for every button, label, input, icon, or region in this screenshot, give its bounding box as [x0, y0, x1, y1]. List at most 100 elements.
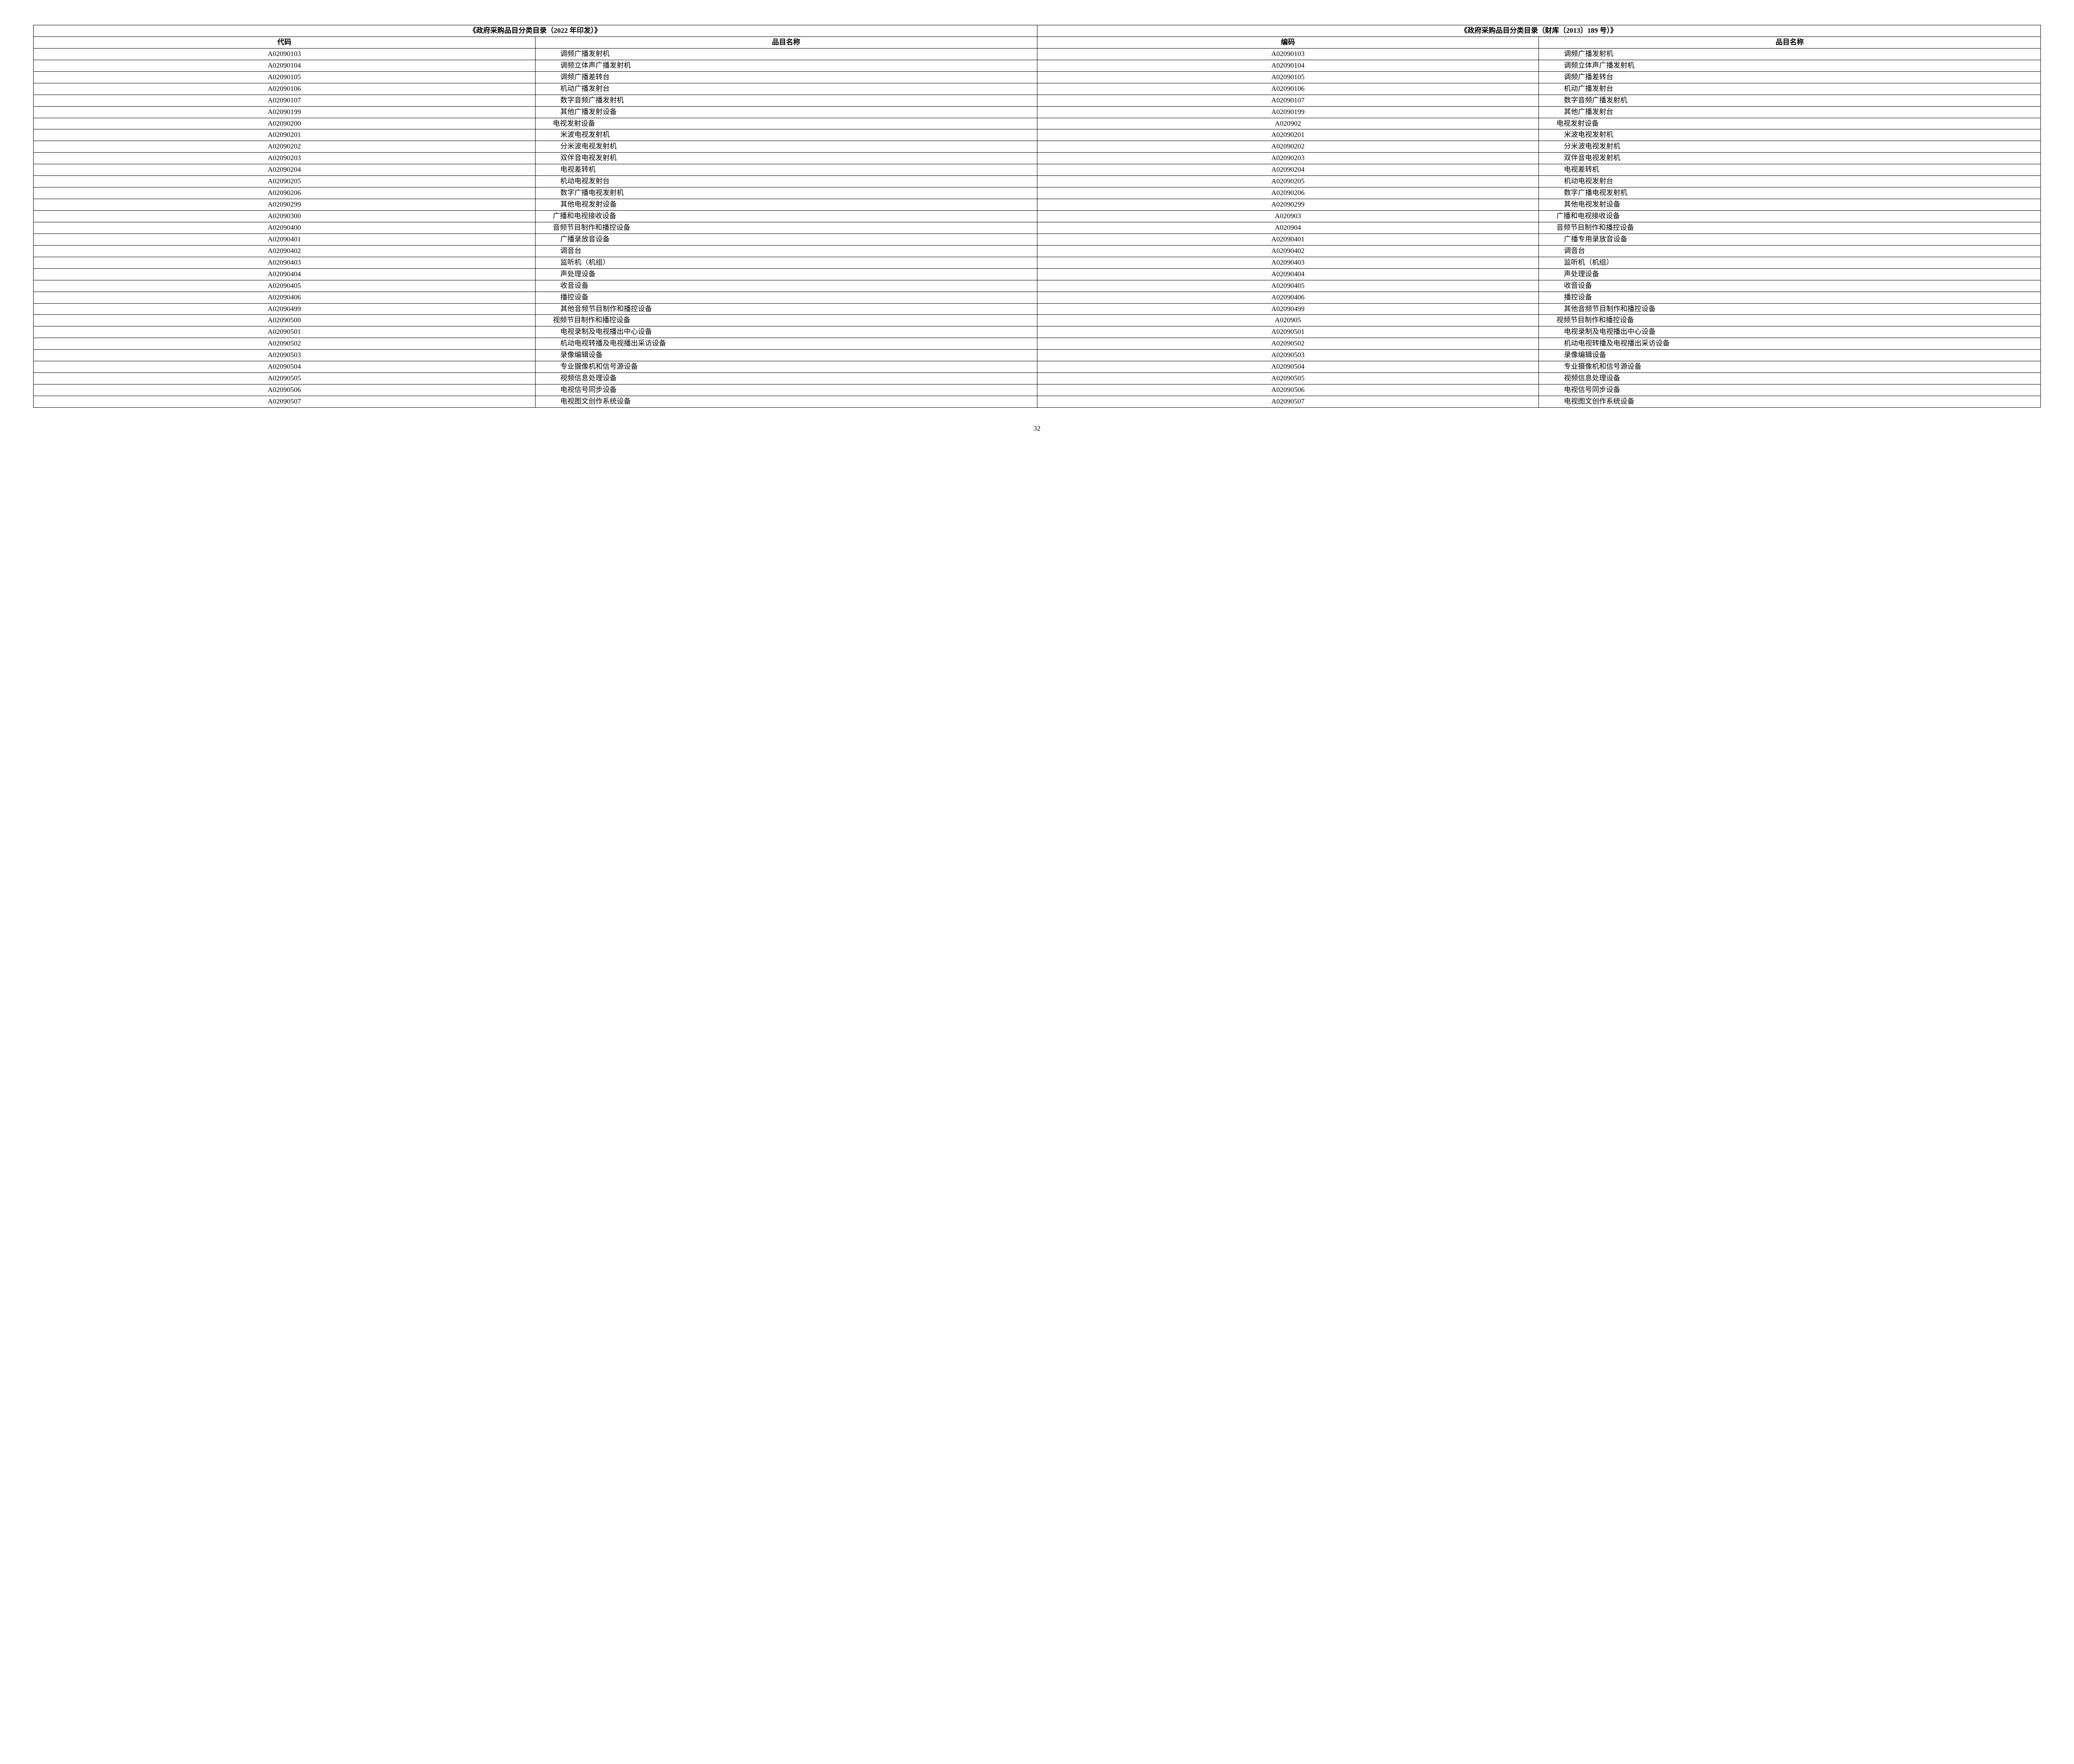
left-name-cell: 调音台	[535, 245, 1037, 257]
left-code-cell: A02090499	[34, 303, 536, 315]
right-name-cell: 广播专用录放音设备	[1539, 234, 2041, 245]
left-code-cell: A02090507	[34, 396, 536, 408]
right-code-cell: A02090505	[1037, 373, 1539, 384]
left-name-cell: 机动广播发射台	[535, 83, 1037, 95]
left-code-cell: A02090503	[34, 350, 536, 361]
table-row: A02090403监听机（机组）A02090403监听机（机组）	[34, 257, 2041, 268]
left-code-cell: A02090203	[34, 153, 536, 164]
left-code-cell: A02090502	[34, 338, 536, 350]
right-code-cell: A020904	[1037, 222, 1539, 234]
left-name-cell: 录像编辑设备	[535, 350, 1037, 361]
left-code-cell: A02090501	[34, 326, 536, 338]
table-row: A02090501电视录制及电视播出中心设备A02090501电视录制及电视播出…	[34, 326, 2041, 338]
left-code-cell: A02090500	[34, 315, 536, 326]
right-code-cell: A02090402	[1037, 245, 1539, 257]
left-name-header: 品目名称	[535, 36, 1037, 48]
right-name-cell: 电视信号同步设备	[1539, 384, 2041, 396]
left-code-cell: A02090402	[34, 245, 536, 257]
right-name-cell: 声处理设备	[1539, 268, 2041, 280]
right-name-cell: 米波电视发射机	[1539, 129, 2041, 141]
right-code-cell: A02090205	[1037, 176, 1539, 187]
left-name-cell: 其他电视发射设备	[535, 199, 1037, 211]
right-code-cell: A020905	[1037, 315, 1539, 326]
left-code-header: 代码	[34, 36, 536, 48]
left-name-cell: 米波电视发射机	[535, 129, 1037, 141]
right-name-cell: 电视发射设备	[1539, 118, 2041, 129]
right-code-cell: A02090503	[1037, 350, 1539, 361]
left-name-cell: 机动电视发射台	[535, 176, 1037, 187]
table-row: A02090406播控设备A02090406播控设备	[34, 292, 2041, 303]
right-code-cell: A02090506	[1037, 384, 1539, 396]
left-name-cell: 数字音频广播发射机	[535, 95, 1037, 106]
table-row: A02090203双伴音电视发射机A02090203双伴音电视发射机	[34, 153, 2041, 164]
right-name-cell: 调音台	[1539, 245, 2041, 257]
table-row: A02090400音频节目制作和播控设备A020904音频节目制作和播控设备	[34, 222, 2041, 234]
table-row: A02090499其他音频节目制作和播控设备A02090499其他音频节目制作和…	[34, 303, 2041, 315]
right-code-cell: A02090403	[1037, 257, 1539, 268]
left-name-cell: 双伴音电视发射机	[535, 153, 1037, 164]
right-name-cell: 其他广播发射台	[1539, 106, 2041, 118]
left-name-cell: 电视录制及电视播出中心设备	[535, 326, 1037, 338]
right-code-cell: A02090507	[1037, 396, 1539, 408]
right-code-cell: A02090406	[1037, 292, 1539, 303]
left-name-cell: 专业摄像机和信号源设备	[535, 361, 1037, 373]
right-name-cell: 专业摄像机和信号源设备	[1539, 361, 2041, 373]
right-code-cell: A02090106	[1037, 83, 1539, 95]
table-row: A02090300广播和电视接收设备A020903广播和电视接收设备	[34, 211, 2041, 222]
left-code-cell: A02090199	[34, 106, 536, 118]
right-code-cell: A02090201	[1037, 129, 1539, 141]
right-name-cell: 录像编辑设备	[1539, 350, 2041, 361]
right-name-cell: 电视差转机	[1539, 164, 2041, 176]
right-code-cell: A02090105	[1037, 71, 1539, 83]
left-code-cell: A02090204	[34, 164, 536, 176]
right-name-cell: 电视录制及电视播出中心设备	[1539, 326, 2041, 338]
left-code-cell: A02090405	[34, 280, 536, 292]
left-name-cell: 监听机（机组）	[535, 257, 1037, 268]
left-name-cell: 其他音频节目制作和播控设备	[535, 303, 1037, 315]
table-row: A02090405收音设备A02090405收音设备	[34, 280, 2041, 292]
right-name-cell: 数字音频广播发射机	[1539, 95, 2041, 106]
left-code-cell: A02090105	[34, 71, 536, 83]
left-name-cell: 分米波电视发射机	[535, 141, 1037, 153]
right-name-cell: 电视图文创作系统设备	[1539, 396, 2041, 408]
left-name-cell: 电视图文创作系统设备	[535, 396, 1037, 408]
right-code-cell: A02090504	[1037, 361, 1539, 373]
left-name-cell: 收音设备	[535, 280, 1037, 292]
left-code-cell: A02090202	[34, 141, 536, 153]
table-row: A02090199其他广播发射设备A02090199其他广播发射台	[34, 106, 2041, 118]
left-code-cell: A02090404	[34, 268, 536, 280]
left-catalog-title: 《政府采购品目分类目录（2022 年印发）》	[34, 25, 1037, 37]
right-code-cell: A02090499	[1037, 303, 1539, 315]
left-code-cell: A02090504	[34, 361, 536, 373]
right-name-cell: 数字广播电视发射机	[1539, 187, 2041, 199]
left-code-cell: A02090505	[34, 373, 536, 384]
left-name-cell: 广播录放音设备	[535, 234, 1037, 245]
right-name-cell: 机动电视发射台	[1539, 176, 2041, 187]
right-name-cell: 其他电视发射设备	[1539, 199, 2041, 211]
left-name-cell: 声处理设备	[535, 268, 1037, 280]
right-name-cell: 调频广播差转台	[1539, 71, 2041, 83]
right-code-header: 编码	[1037, 36, 1539, 48]
table-row: A02090104调频立体声广播发射机A02090104调频立体声广播发射机	[34, 60, 2041, 71]
table-row: A02090505视频信息处理设备A02090505视频信息处理设备	[34, 373, 2041, 384]
right-code-cell: A02090199	[1037, 106, 1539, 118]
right-code-cell: A02090405	[1037, 280, 1539, 292]
right-code-cell: A02090104	[1037, 60, 1539, 71]
left-name-cell: 其他广播发射设备	[535, 106, 1037, 118]
table-row: A02090106机动广播发射台A02090106机动广播发射台	[34, 83, 2041, 95]
right-code-cell: A02090404	[1037, 268, 1539, 280]
table-row: A02090205机动电视发射台A02090205机动电视发射台	[34, 176, 2041, 187]
left-code-cell: A02090403	[34, 257, 536, 268]
right-name-header: 品目名称	[1539, 36, 2041, 48]
right-code-cell: A02090401	[1037, 234, 1539, 245]
left-code-cell: A02090400	[34, 222, 536, 234]
right-code-cell: A02090204	[1037, 164, 1539, 176]
right-code-cell: A02090299	[1037, 199, 1539, 211]
table-row: A02090506电视信号同步设备A02090506电视信号同步设备	[34, 384, 2041, 396]
right-name-cell: 机动广播发射台	[1539, 83, 2041, 95]
table-row: A02090103调频广播发射机A02090103调频广播发射机	[34, 48, 2041, 60]
left-name-cell: 电视差转机	[535, 164, 1037, 176]
left-name-cell: 电视信号同步设备	[535, 384, 1037, 396]
table-body: A02090103调频广播发射机A02090103调频广播发射机A0209010…	[34, 48, 2041, 407]
table-row: A02090202分米波电视发射机A02090202分米波电视发射机	[34, 141, 2041, 153]
